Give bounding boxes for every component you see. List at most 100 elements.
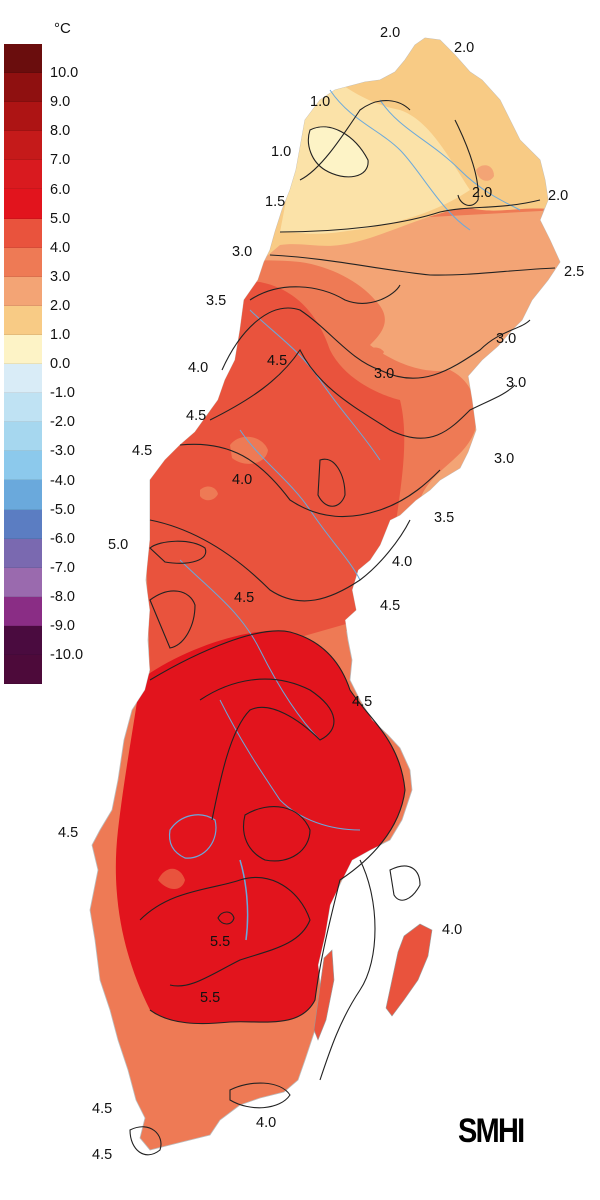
legend-swatch (4, 422, 42, 452)
isoline-label: 5.5 (200, 990, 220, 1006)
isoline-label: 4.5 (92, 1147, 112, 1163)
isoline (454, 119, 479, 206)
isoline (217, 911, 235, 925)
legend-swatch (4, 247, 42, 277)
isoline-label: 1.5 (265, 194, 285, 210)
isolines (129, 100, 556, 1156)
legend-label: -5.0 (50, 501, 75, 518)
legend-label: -6.0 (50, 530, 75, 547)
legend-label: 1.0 (50, 327, 71, 343)
river (249, 309, 381, 461)
isoline-label: 4.5 (380, 598, 400, 614)
isoline-label: 2.0 (380, 25, 400, 41)
legend-label: 9.0 (50, 94, 71, 111)
isoline-labels: 2.0 2.0 1.0 1.0 2.0 2.0 1.5 3.0 2.5 3.5 3.0 4.0 4.5 3… (58, 25, 584, 1163)
legend-label: -4.0 (50, 472, 75, 489)
isoline (129, 1126, 162, 1156)
legend-label: -1.0 (50, 385, 75, 402)
isoline (149, 630, 406, 1025)
color-legend: °C 10.0 9.0 8.0 7.0 6.0 5.0 4.0 3.0 2.0 1.0 0.0 -1.… (4, 20, 114, 700)
legend-swatch (4, 480, 42, 510)
isoline-label: 3.5 (434, 510, 454, 526)
legend-label: -3.0 (50, 443, 75, 460)
gotland-island (385, 923, 433, 1017)
legend-swatch (4, 567, 42, 597)
isoline (299, 100, 411, 181)
legend-swatch (4, 509, 42, 539)
zone-3-pocket (366, 347, 384, 358)
river (379, 99, 521, 211)
legend-swatch (4, 189, 42, 219)
isoline-label: 4.5 (234, 590, 254, 606)
isoline-label: 3.0 (232, 244, 252, 260)
legend-unit: °C (54, 20, 71, 37)
zone-1 (308, 126, 369, 177)
zone-3-pocket (200, 486, 218, 501)
legend-swatch (4, 276, 42, 306)
legend-label: 0.0 (50, 356, 71, 373)
legend-swatch (4, 393, 42, 423)
isoline-label: 4.5 (58, 825, 78, 841)
isoline-label: 4.0 (188, 360, 208, 376)
lake-vattern (239, 859, 249, 941)
lake-vanern (168, 814, 217, 859)
river (329, 89, 471, 231)
isoline-label: 4.5 (352, 694, 372, 710)
isoline (307, 126, 369, 178)
zone-2-pocket (476, 165, 494, 181)
legend-label: 10.0 (50, 65, 79, 82)
isoline-label: 4.0 (256, 1115, 276, 1131)
isoline (279, 199, 541, 233)
legend-label: 8.0 (50, 123, 71, 140)
legend-swatch (4, 654, 42, 685)
zone-5 (115, 630, 406, 1024)
isoline (249, 284, 401, 304)
isoline (139, 876, 311, 987)
isoline-label: 4.5 (92, 1101, 112, 1117)
isoline (317, 458, 346, 507)
isoline (199, 678, 335, 821)
isoline-label: 4.5 (132, 443, 152, 459)
legend-swatch (4, 538, 42, 568)
isoline-label: 4.0 (392, 554, 412, 570)
river (219, 699, 361, 831)
legend-label: 5.0 (50, 210, 71, 227)
isoline (149, 519, 411, 602)
isoline-label: 3.0 (506, 375, 526, 391)
legend-swatch (4, 334, 42, 365)
legend-swatch (4, 73, 42, 103)
smhi-logo: SMHI (458, 1112, 525, 1150)
isoline-label: 1.0 (310, 94, 330, 110)
isoline-label: 2.5 (564, 264, 584, 280)
legend-swatch (4, 160, 42, 190)
legend-label: -9.0 (50, 618, 75, 634)
legend-swatches (4, 44, 42, 685)
isoline-label: 4.5 (186, 408, 206, 424)
legend-swatch (4, 44, 42, 74)
isoline-label: 4.0 (442, 922, 462, 938)
legend-label: -7.0 (50, 559, 75, 576)
legend-swatch (4, 102, 42, 132)
zone-3-pocket (230, 436, 268, 464)
zone-4-pocket (158, 868, 185, 889)
isoline-label: 2.0 (454, 40, 474, 56)
isoline (221, 307, 531, 379)
isoline-label: 3.0 (496, 331, 516, 347)
isoline-label: 4.0 (232, 472, 252, 488)
isoline (269, 254, 556, 276)
oland-island (313, 949, 335, 1041)
isoline (149, 540, 207, 564)
isoline-label: 3.0 (494, 451, 514, 467)
legend-label: -2.0 (50, 414, 75, 431)
legend-label: 3.0 (50, 268, 71, 285)
legend-swatch (4, 625, 42, 655)
isoline-label: 4.5 (267, 353, 287, 369)
isoline (389, 865, 421, 901)
river (179, 559, 321, 741)
isoline (179, 443, 441, 518)
legend-swatch (4, 218, 42, 248)
legend-swatch (4, 305, 42, 335)
isoline-label: 2.0 (472, 185, 492, 201)
legend-label: 2.0 (50, 297, 71, 314)
